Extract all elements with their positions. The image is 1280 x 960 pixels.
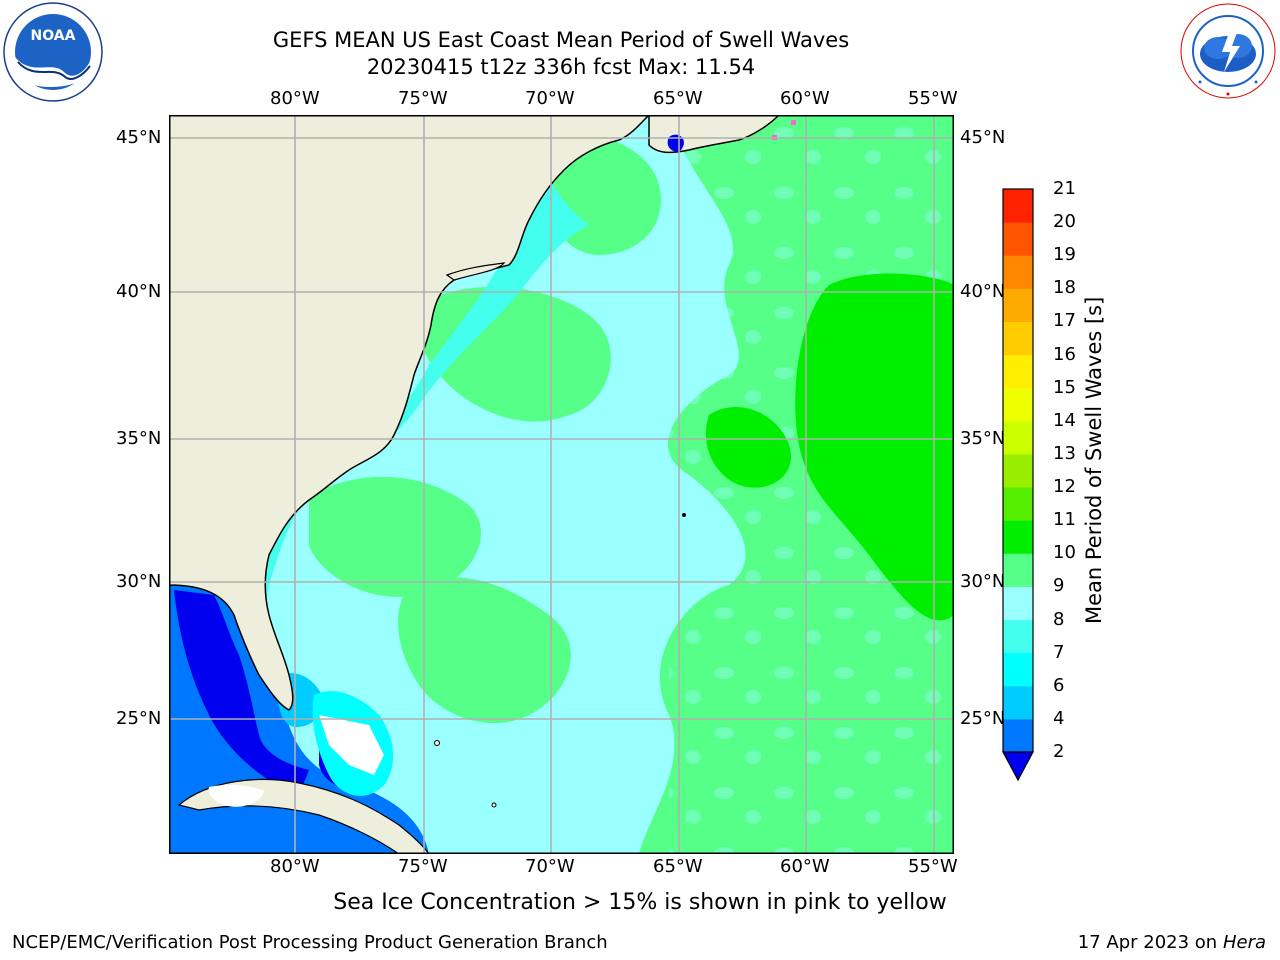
lon-tick-top-80w: 80°W [270,88,320,109]
colorbar-tick-label: 7 [1053,641,1065,663]
colorbar-segment [1003,487,1033,521]
lon-tick-bottom-60w: 60°W [780,856,830,877]
gulf-under-range-zone [174,590,309,795]
lat-tick-left-45n: 45°N [116,127,162,148]
colorbar-segment [1003,222,1033,256]
colorbar-segment [1003,652,1033,687]
footer-date-prefix: 17 Apr 2023 on [1077,932,1223,953]
colorbar-segment [1003,321,1033,356]
footer-host: Hera [1222,932,1266,953]
colorbar-under-arrow [1001,751,1035,782]
lat-tick-right-45n: 45°N [960,127,1006,148]
colorbar-segment [1003,189,1033,223]
colorbar-tick-label: 16 [1053,343,1076,365]
colorbar-segment [1003,520,1033,554]
sea-ice-note: Sea Ice Concentration > 15% is shown in … [333,890,947,915]
colorbar-title: Mean Period of Swell Waves [s] [1082,296,1106,624]
lat-tick-right-25n: 25°N [960,708,1006,729]
colorbar-segment [1003,586,1033,621]
colorbar [1001,188,1035,782]
colorbar-tick-label: 2 [1053,741,1065,762]
colorbar-tick-label: 11 [1053,509,1076,531]
land-long-island [445,262,506,281]
colorbar-segment [1003,420,1033,455]
colorbar-segment [1003,619,1033,654]
map-panel [169,115,954,854]
lat-tick-left-30n: 30°N [116,571,162,592]
colorbar-tick-label: 17 [1053,310,1076,332]
map-gridlines [169,115,954,854]
swell-zone-9-10-south [398,576,571,724]
footer-org: NCEP/EMC/Verification Post Processing Pr… [12,932,608,953]
land-us-east-coast [169,115,651,711]
colorbar-tick-label: 20 [1053,211,1076,233]
lon-tick-top-70w: 70°W [525,88,575,109]
footer-date: 17 Apr 2023 on Hera [1078,932,1266,953]
colorbar-tick-label: 9 [1053,575,1065,597]
map-title: GEFS MEAN US East Coast Mean Period of S… [272,28,850,52]
map-subtitle: 20230415 t12z 336h fcst Max: 11.54 [366,55,756,79]
colorbar-tick-label: 6 [1053,674,1065,696]
map-frame [169,115,954,854]
noaa-logo-text: NOAA [31,28,76,44]
colorbar-tick-label: 15 [1053,376,1076,398]
colorbar-segment [1003,288,1033,322]
noaa-logo: NOAA [3,2,103,102]
lon-tick-bottom-55w: 55°W [908,856,958,877]
lat-tick-right-30n: 30°N [960,571,1006,592]
colorbar-segment [1003,453,1033,488]
colorbar-segment [1003,685,1033,720]
lon-tick-top-60w: 60°W [780,88,830,109]
lon-tick-bottom-65w: 65°W [653,856,703,877]
swell-zone-9-10-southwest [309,476,481,597]
lat-tick-right-35n: 35°N [960,428,1006,449]
colorbar-frame [1002,188,1034,753]
lat-tick-left-35n: 35°N [116,428,162,449]
colorbar-tick-label: 19 [1053,244,1076,266]
colorbar-tick-label: 21 [1053,178,1076,199]
bahamas-masked-area [319,715,384,775]
colorbar-tick-label: 18 [1053,277,1076,299]
lon-tick-bottom-75w: 75°W [398,856,448,877]
lon-tick-top-65w: 65°W [653,88,703,109]
lat-tick-left-25n: 25°N [116,708,162,729]
nws-logo [1180,3,1276,99]
lon-tick-bottom-70w: 70°W [525,856,575,877]
colorbar-segment [1003,718,1033,753]
colorbar-tick-label: 8 [1053,608,1065,630]
colorbar-segment [1003,354,1033,389]
lon-tick-top-75w: 75°W [398,88,448,109]
swell-zone-10-11-west [705,406,791,488]
colorbar-tick-label: 12 [1053,476,1076,498]
colorbar-segment [1003,387,1033,422]
colorbar-tick-label: 14 [1053,409,1076,431]
colorbar-tick-label: 13 [1053,442,1076,464]
lon-tick-bottom-80w: 80°W [270,856,320,877]
colorbar-segment [1003,553,1033,587]
lon-tick-top-55w: 55°W [908,88,958,109]
colorbar-tick-label: 10 [1053,542,1076,564]
colorbar-tick-label: 4 [1053,707,1065,729]
lat-tick-right-40n: 40°N [960,281,1006,302]
colorbar-segment [1003,255,1033,289]
lat-tick-left-40n: 40°N [116,281,162,302]
